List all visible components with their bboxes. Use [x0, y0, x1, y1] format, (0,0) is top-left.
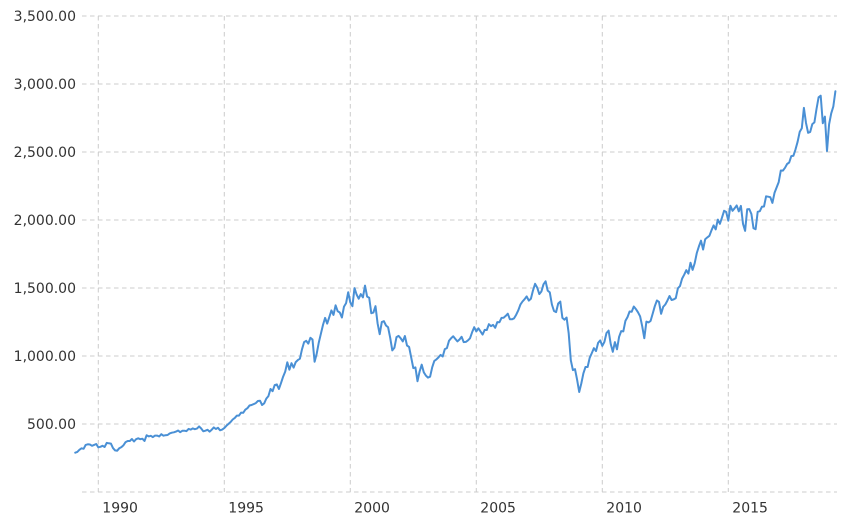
x-tick-label: 2005: [480, 501, 516, 517]
x-tick-label: 1995: [228, 501, 264, 517]
x-axis-tick-labels: 1990 1995 2000 2005 2010 2015: [102, 501, 768, 517]
y-tick-label: 1,000.00: [14, 349, 76, 365]
x-tick-label: 2015: [732, 501, 768, 517]
x-tick-label: 2010: [606, 501, 642, 517]
x-tick-label: 1990: [102, 501, 138, 517]
y-tick-label: 2,500.00: [14, 145, 76, 161]
x-tick-label: 2000: [354, 501, 390, 517]
horizontal-gridlines: [82, 15, 837, 493]
y-tick-label: 1,500.00: [14, 281, 76, 297]
y-tick-label: 2,000.00: [14, 213, 76, 229]
price-line-series: [74, 90, 837, 454]
y-tick-label: 3,500.00: [14, 9, 76, 25]
y-tick-label: 500.00: [27, 417, 76, 433]
y-axis-tick-labels: 500.00 1,000.00 1,500.00 2,000.00 2,500.00 3,…: [14, 9, 76, 433]
y-tick-label: 3,000.00: [14, 77, 76, 93]
vertical-gridlines: [97, 16, 729, 492]
